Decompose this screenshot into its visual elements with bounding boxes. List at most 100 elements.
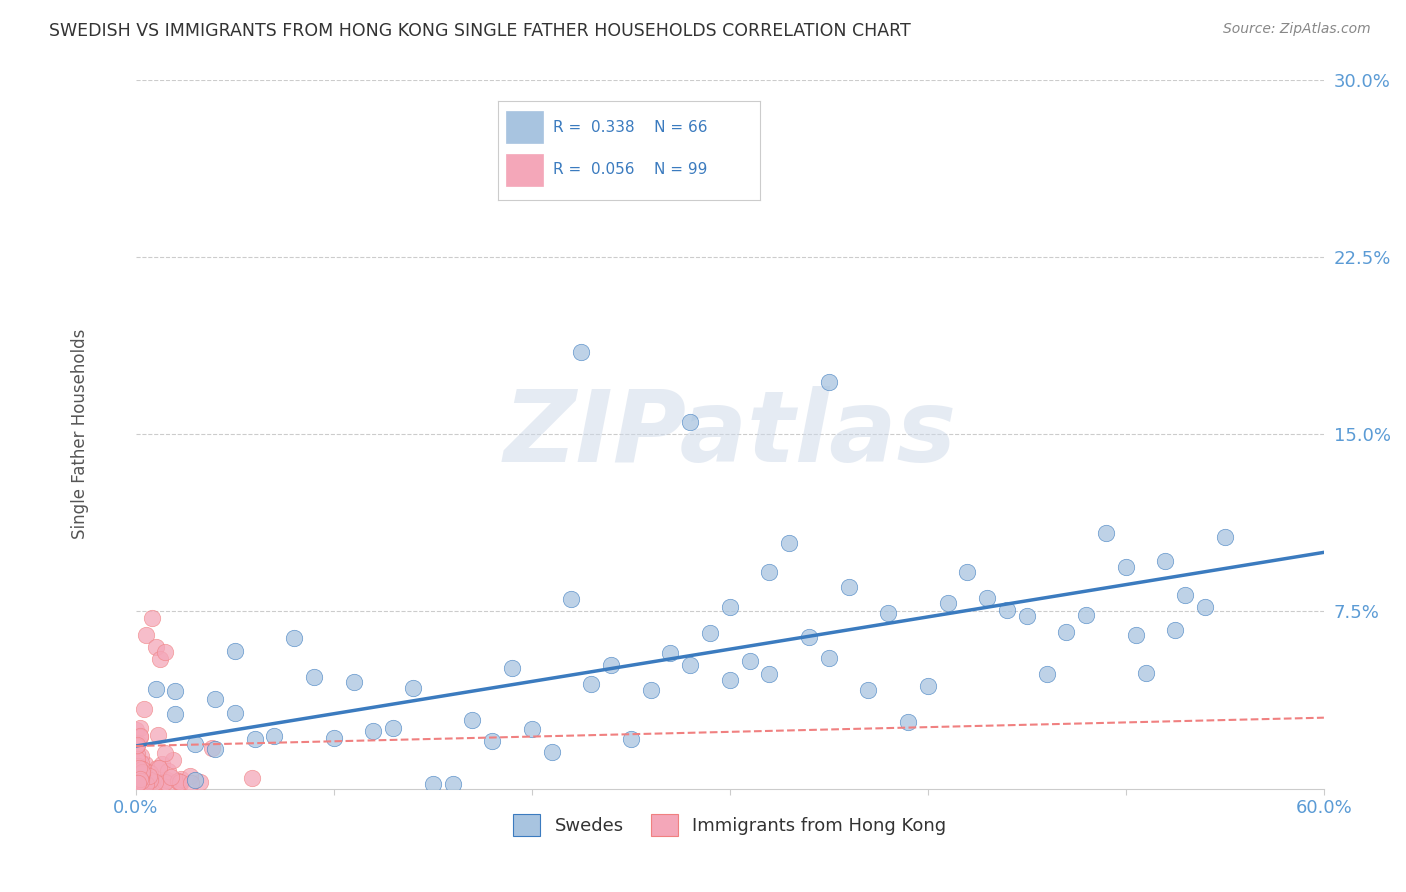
Point bbox=[125, 773, 148, 788]
Point bbox=[155, 644, 177, 658]
Point bbox=[141, 611, 163, 625]
Point bbox=[1115, 559, 1137, 574]
Point bbox=[125, 764, 148, 779]
Point bbox=[129, 770, 152, 784]
Point bbox=[156, 772, 179, 787]
Point bbox=[1035, 667, 1057, 681]
Point bbox=[1154, 554, 1177, 568]
Point bbox=[240, 771, 263, 785]
Point bbox=[1164, 624, 1187, 638]
Point bbox=[838, 580, 860, 594]
Point bbox=[134, 776, 156, 790]
Point bbox=[150, 756, 173, 771]
Point bbox=[131, 768, 153, 782]
Point bbox=[125, 739, 148, 754]
Point bbox=[170, 772, 193, 786]
Point bbox=[129, 775, 152, 789]
Point bbox=[620, 732, 643, 747]
Point bbox=[302, 670, 325, 684]
Point bbox=[157, 764, 180, 779]
Point bbox=[150, 775, 173, 789]
Point bbox=[127, 759, 149, 773]
Point bbox=[125, 769, 148, 783]
Point bbox=[131, 776, 153, 790]
Point bbox=[131, 769, 153, 783]
Point bbox=[145, 775, 167, 789]
Point bbox=[131, 771, 153, 785]
Point bbox=[402, 681, 425, 696]
Point bbox=[138, 776, 160, 790]
Point bbox=[129, 776, 152, 790]
Point bbox=[976, 591, 998, 606]
Point bbox=[138, 765, 160, 780]
Point bbox=[132, 702, 155, 716]
Point bbox=[858, 683, 880, 698]
Point bbox=[600, 658, 623, 673]
Point bbox=[125, 774, 148, 789]
Point bbox=[897, 714, 920, 729]
Point bbox=[224, 644, 246, 658]
Point bbox=[343, 675, 366, 690]
Point bbox=[125, 767, 148, 781]
Point bbox=[125, 776, 148, 790]
Point bbox=[129, 772, 152, 786]
Point bbox=[160, 770, 183, 784]
Point bbox=[134, 774, 156, 789]
Point bbox=[128, 764, 150, 778]
Point bbox=[877, 606, 900, 620]
Point bbox=[363, 724, 385, 739]
Point bbox=[560, 591, 582, 606]
Point bbox=[125, 769, 148, 783]
Point bbox=[699, 626, 721, 640]
Point bbox=[125, 723, 148, 738]
Point bbox=[127, 738, 149, 752]
Point bbox=[1076, 607, 1098, 622]
Point bbox=[322, 731, 344, 746]
Point bbox=[167, 773, 190, 788]
Point bbox=[1015, 609, 1038, 624]
Point bbox=[125, 773, 148, 788]
Point bbox=[155, 746, 177, 760]
Point bbox=[382, 721, 405, 735]
Point bbox=[481, 733, 503, 747]
Point bbox=[1213, 530, 1236, 544]
Point bbox=[132, 774, 155, 789]
Point bbox=[125, 775, 148, 789]
Point bbox=[127, 775, 149, 789]
Point bbox=[125, 776, 148, 790]
Point bbox=[127, 776, 149, 790]
Point bbox=[520, 722, 543, 736]
Point bbox=[758, 667, 780, 681]
Point bbox=[204, 692, 226, 706]
Point bbox=[540, 745, 562, 759]
Point bbox=[263, 729, 285, 743]
Point bbox=[422, 777, 444, 791]
Point bbox=[169, 775, 191, 789]
Point bbox=[169, 777, 191, 791]
Point bbox=[797, 630, 820, 644]
Point bbox=[224, 706, 246, 720]
Point bbox=[917, 679, 939, 693]
Point bbox=[129, 721, 152, 735]
Point bbox=[128, 730, 150, 744]
Point bbox=[125, 764, 148, 779]
Point bbox=[1174, 588, 1197, 602]
Point bbox=[180, 776, 202, 790]
Point bbox=[131, 756, 153, 770]
Point bbox=[153, 775, 176, 789]
Point bbox=[165, 684, 187, 698]
Point bbox=[131, 766, 153, 780]
Point bbox=[131, 777, 153, 791]
Point bbox=[679, 416, 702, 430]
Text: SWEDISH VS IMMIGRANTS FROM HONG KONG SINGLE FATHER HOUSEHOLDS CORRELATION CHART: SWEDISH VS IMMIGRANTS FROM HONG KONG SIN… bbox=[49, 22, 911, 40]
Point bbox=[134, 772, 156, 786]
Point bbox=[128, 761, 150, 775]
Point bbox=[283, 631, 305, 645]
Point bbox=[758, 566, 780, 580]
Point bbox=[146, 761, 169, 775]
Point bbox=[179, 769, 201, 783]
Point bbox=[145, 682, 167, 697]
Point bbox=[1135, 665, 1157, 680]
Point bbox=[201, 740, 224, 755]
Point bbox=[145, 640, 167, 654]
